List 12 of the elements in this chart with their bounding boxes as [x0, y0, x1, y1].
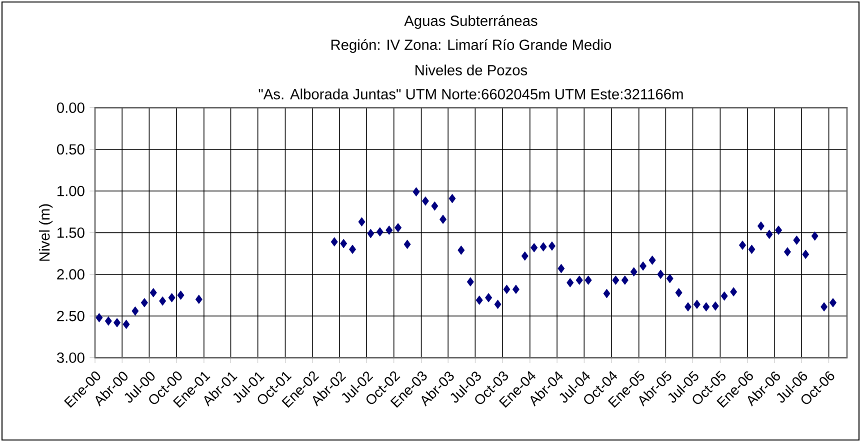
y-tick-label: 2.00 [57, 269, 84, 280]
text: Niveles de Pozos [416, 64, 528, 76]
chart-title: Aguas Subterráneas [404, 15, 538, 29]
text: "As. Alborada Juntas" UTM Norte:6602045m UTM Este:321166m [258, 88, 683, 100]
y-tick-label: 0.50 [56, 144, 84, 155]
y-tick-label: 1.00 [58, 186, 84, 196]
y-tick-label: 3.00 [56, 352, 84, 363]
y-tick-label: 2.50 [57, 310, 84, 322]
y-axis-title: Nivel (m) [38, 204, 53, 261]
y-tick-label: 1.50 [58, 228, 84, 238]
y-tick-label: 0.00 [56, 102, 84, 113]
chart-subtitle: Región: IV Zona: Limarí Río Grande Medio [331, 39, 612, 53]
